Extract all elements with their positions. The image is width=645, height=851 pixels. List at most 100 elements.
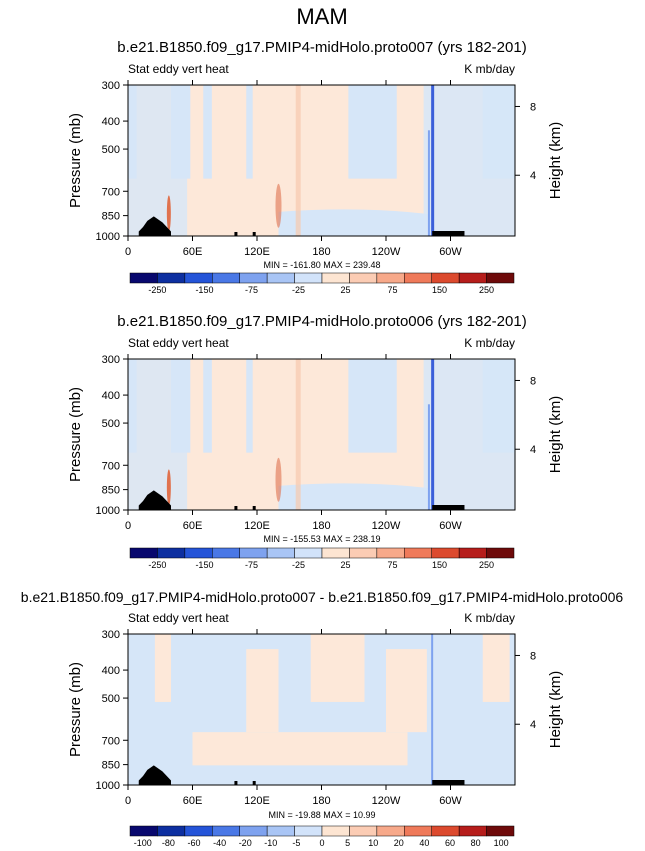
colorbar-label: 20: [394, 838, 404, 848]
x-tick-label: 0: [125, 520, 131, 532]
warm-streak: [295, 359, 301, 510]
x-tick-label: 120W: [372, 795, 401, 807]
panel-title: b.e21.B1850.f09_g17.PMIP4-midHolo.proto0…: [117, 39, 526, 56]
warm-streak: [166, 195, 171, 232]
warm-streak: [275, 183, 282, 228]
heatmap-field: [128, 85, 515, 236]
colorbar-box: [212, 547, 240, 559]
colorbar-box: [294, 272, 323, 284]
right-tick-label: 8: [530, 101, 536, 113]
colorbar-box: [321, 272, 350, 284]
colorbar-label: 0: [319, 838, 324, 848]
land-mask: [234, 232, 238, 236]
colorbar-label: 150: [432, 560, 447, 570]
colorbar-label: 250: [479, 285, 494, 295]
y-tick-label: 700: [102, 735, 120, 747]
colorbar-box: [458, 547, 487, 559]
y-axis-label-right: Height (km): [547, 671, 564, 749]
cold-region: [348, 359, 397, 453]
colorbar-label: 80: [471, 838, 481, 848]
colorbar-box: [321, 547, 350, 559]
y-axis-label: Pressure (mb): [67, 387, 84, 482]
colorbar-box: [431, 547, 460, 559]
colorbar-box: [486, 272, 515, 284]
colorbar-box: [349, 547, 378, 559]
colorbar-label: 150: [432, 285, 447, 295]
cold-region: [423, 359, 515, 510]
colorbar-box: [266, 547, 295, 559]
colorbar-box: [239, 272, 268, 284]
colorbar-box: [404, 825, 432, 837]
right-tick-label: 8: [530, 650, 536, 662]
colorbar-label: 75: [388, 285, 398, 295]
cold-streak: [431, 359, 435, 510]
cold-region: [246, 85, 253, 179]
y-tick-label: 1000: [96, 505, 120, 517]
land-mask: [138, 765, 171, 785]
colorbar-box: [404, 547, 432, 559]
colorbar-box: [376, 825, 405, 837]
colorbar-label: 100: [494, 838, 509, 848]
colorbar-box: [239, 547, 268, 559]
colorbar-label: -10: [264, 838, 277, 848]
x-tick-label: 120W: [372, 520, 401, 532]
colorbar-box: [404, 272, 432, 284]
x-tick-label: 180: [312, 520, 330, 532]
x-tick-label: 0: [125, 795, 131, 807]
warm-region: [246, 649, 279, 733]
colorbar-label: -20: [239, 838, 252, 848]
panel-3: [123, 629, 520, 837]
panel-right-label: K mb/day: [464, 336, 515, 350]
cold-streak: [427, 130, 430, 236]
land-mask: [138, 490, 171, 510]
colorbar-box: [212, 272, 240, 284]
x-tick-label: 180: [312, 246, 330, 258]
y-tick-label: 300: [102, 629, 120, 641]
colorbar-box: [184, 272, 213, 284]
heatmap-field: [128, 359, 515, 510]
land-mask: [234, 781, 238, 785]
colorbar-box: [376, 272, 405, 284]
land-mask: [432, 780, 465, 785]
colorbar-box: [294, 825, 323, 837]
cold-region: [348, 85, 397, 179]
land-mask: [234, 506, 238, 510]
right-tick-label: 8: [530, 375, 536, 387]
colorbar-label: -250: [148, 285, 166, 295]
land-mask: [432, 505, 465, 510]
y-tick-label: 500: [102, 418, 120, 430]
right-tick-label: 4: [530, 444, 536, 456]
x-tick-label: 60E: [183, 520, 203, 532]
colorbar-box: [157, 547, 186, 559]
cold-streak: [431, 634, 434, 785]
land-mask: [138, 216, 171, 236]
colorbar-label: -40: [213, 838, 226, 848]
colorbar-label: -25: [292, 285, 305, 295]
colorbar-label: -150: [195, 560, 213, 570]
colorbar-label: -80: [162, 838, 175, 848]
colorbar-label: 10: [368, 838, 378, 848]
land-mask: [432, 231, 465, 236]
y-tick-label: 850: [102, 760, 120, 772]
panel-right-label: K mb/day: [464, 611, 515, 625]
colorbar-box: [349, 272, 378, 284]
x-tick-label: 120E: [244, 520, 270, 532]
warm-region: [310, 634, 365, 702]
colorbar-box: [486, 825, 515, 837]
colorbar-box: [376, 547, 405, 559]
cold-region: [278, 209, 435, 236]
colorbar-box: [129, 547, 158, 559]
colorbar-label: -60: [187, 838, 200, 848]
cold-region: [128, 85, 188, 236]
y-axis-label-right: Height (km): [547, 122, 564, 200]
colorbar-label: -5: [292, 838, 300, 848]
panel-title: b.e21.B1850.f09_g17.PMIP4-midHolo.proto0…: [117, 313, 526, 330]
y-tick-label: 1000: [96, 780, 120, 792]
colorbar-box: [157, 272, 186, 284]
y-tick-label: 700: [102, 460, 120, 472]
panel-2: [123, 354, 520, 559]
min-max-stats: MIN = -155.53 MAX = 238.19: [263, 534, 380, 544]
colorbar-label: 5: [345, 838, 350, 848]
cold-region: [128, 359, 188, 510]
colorbar-label: -75: [245, 560, 258, 570]
